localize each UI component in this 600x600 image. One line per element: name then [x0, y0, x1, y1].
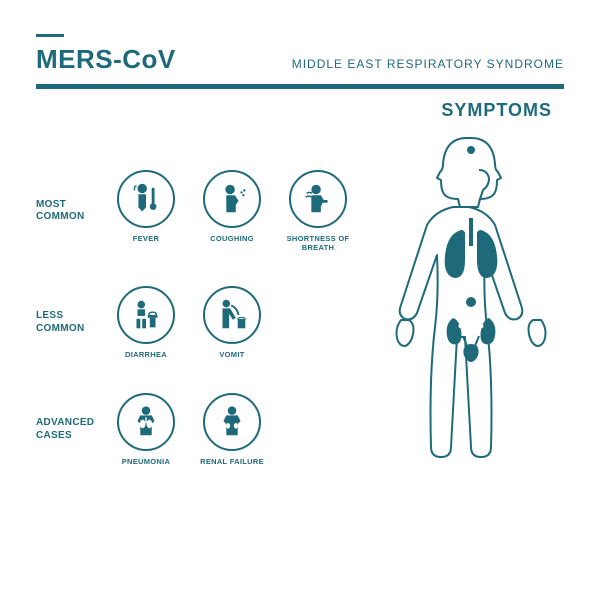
caption: SHORTNESS OF BREATH: [282, 234, 354, 252]
row-advanced-cases: ADVANCED CASES PNEUMONIA RENAL FAILURE: [36, 393, 366, 466]
diarrhea-icon: [117, 286, 175, 344]
header: MERS-CoV MIDDLE EAST RESPIRATORY SYNDROM…: [36, 44, 564, 75]
row-label: MOST COMMON: [36, 199, 110, 224]
row-icons: FEVER COUGHING SHORTNESS OF BREATH: [110, 170, 354, 252]
fever-icon: [117, 170, 175, 228]
pneumonia-icon: [117, 393, 175, 451]
divider: [36, 84, 564, 89]
body-diagram: [383, 130, 558, 550]
caption: PNEUMONIA: [122, 457, 171, 466]
breath-icon: [289, 170, 347, 228]
symptom-fever: FEVER: [110, 170, 182, 252]
page-title: MERS-CoV: [36, 44, 176, 75]
caption: DIARRHEA: [125, 350, 167, 359]
caption: RENAL FAILURE: [200, 457, 264, 466]
section-label: SYMPTOMS: [441, 100, 552, 121]
symptom-vomit: VOMIT: [196, 286, 268, 359]
symptom-coughing: COUGHING: [196, 170, 268, 252]
symptom-diarrhea: DIARRHEA: [110, 286, 182, 359]
symptom-shortness-of-breath: SHORTNESS OF BREATH: [282, 170, 354, 252]
row-less-common: LESS COMMON DIARRHEA VOMIT: [36, 286, 366, 359]
row-icons: DIARRHEA VOMIT: [110, 286, 268, 359]
caption: COUGHING: [210, 234, 254, 243]
row-label: LESS COMMON: [36, 310, 110, 335]
caption: FEVER: [133, 234, 160, 243]
row-icons: PNEUMONIA RENAL FAILURE: [110, 393, 268, 466]
page-subtitle: MIDDLE EAST RESPIRATORY SYNDROME: [292, 57, 564, 71]
caption: VOMIT: [219, 350, 244, 359]
symptoms-grid: MOST COMMON FEVER COUGHING SHORTNESS OF …: [36, 170, 366, 500]
accent-rule: [36, 34, 64, 37]
row-most-common: MOST COMMON FEVER COUGHING SHORTNESS OF …: [36, 170, 366, 252]
row-label: ADVANCED CASES: [36, 417, 110, 442]
symptom-renal-failure: RENAL FAILURE: [196, 393, 268, 466]
vomit-icon: [203, 286, 261, 344]
symptom-pneumonia: PNEUMONIA: [110, 393, 182, 466]
coughing-icon: [203, 170, 261, 228]
renal-icon: [203, 393, 261, 451]
